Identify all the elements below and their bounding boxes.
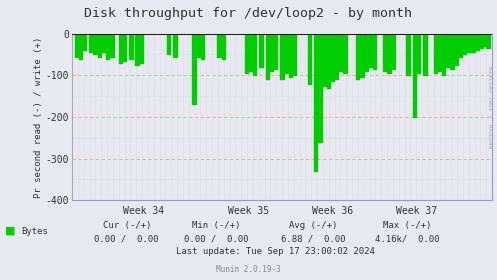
Text: 0.00 /  0.00: 0.00 / 0.00	[184, 235, 248, 244]
Text: Last update: Tue Sep 17 23:00:02 2024: Last update: Tue Sep 17 23:00:02 2024	[176, 248, 375, 256]
Text: Bytes: Bytes	[21, 227, 48, 235]
Text: Avg (-/+): Avg (-/+)	[289, 221, 337, 230]
Text: 0.00 /  0.00: 0.00 / 0.00	[94, 235, 159, 244]
Text: Week 35: Week 35	[228, 206, 269, 216]
Text: Munin 2.0.19-3: Munin 2.0.19-3	[216, 265, 281, 274]
Text: Week 36: Week 36	[312, 206, 353, 216]
Text: Cur (-/+): Cur (-/+)	[102, 221, 151, 230]
Text: ■: ■	[5, 226, 15, 236]
Text: Week 37: Week 37	[396, 206, 437, 216]
Text: 4.16k/  0.00: 4.16k/ 0.00	[375, 235, 440, 244]
Text: Week 34: Week 34	[123, 206, 164, 216]
Text: 6.88 /  0.00: 6.88 / 0.00	[281, 235, 345, 244]
Y-axis label: Pr second read (-) / write (+): Pr second read (-) / write (+)	[34, 36, 43, 197]
Text: Disk throughput for /dev/loop2 - by month: Disk throughput for /dev/loop2 - by mont…	[84, 7, 413, 20]
Text: RRDTOOL / TOBI OETIKER: RRDTOOL / TOBI OETIKER	[490, 65, 495, 148]
Text: Min (-/+): Min (-/+)	[192, 221, 241, 230]
Text: Max (-/+): Max (-/+)	[383, 221, 432, 230]
